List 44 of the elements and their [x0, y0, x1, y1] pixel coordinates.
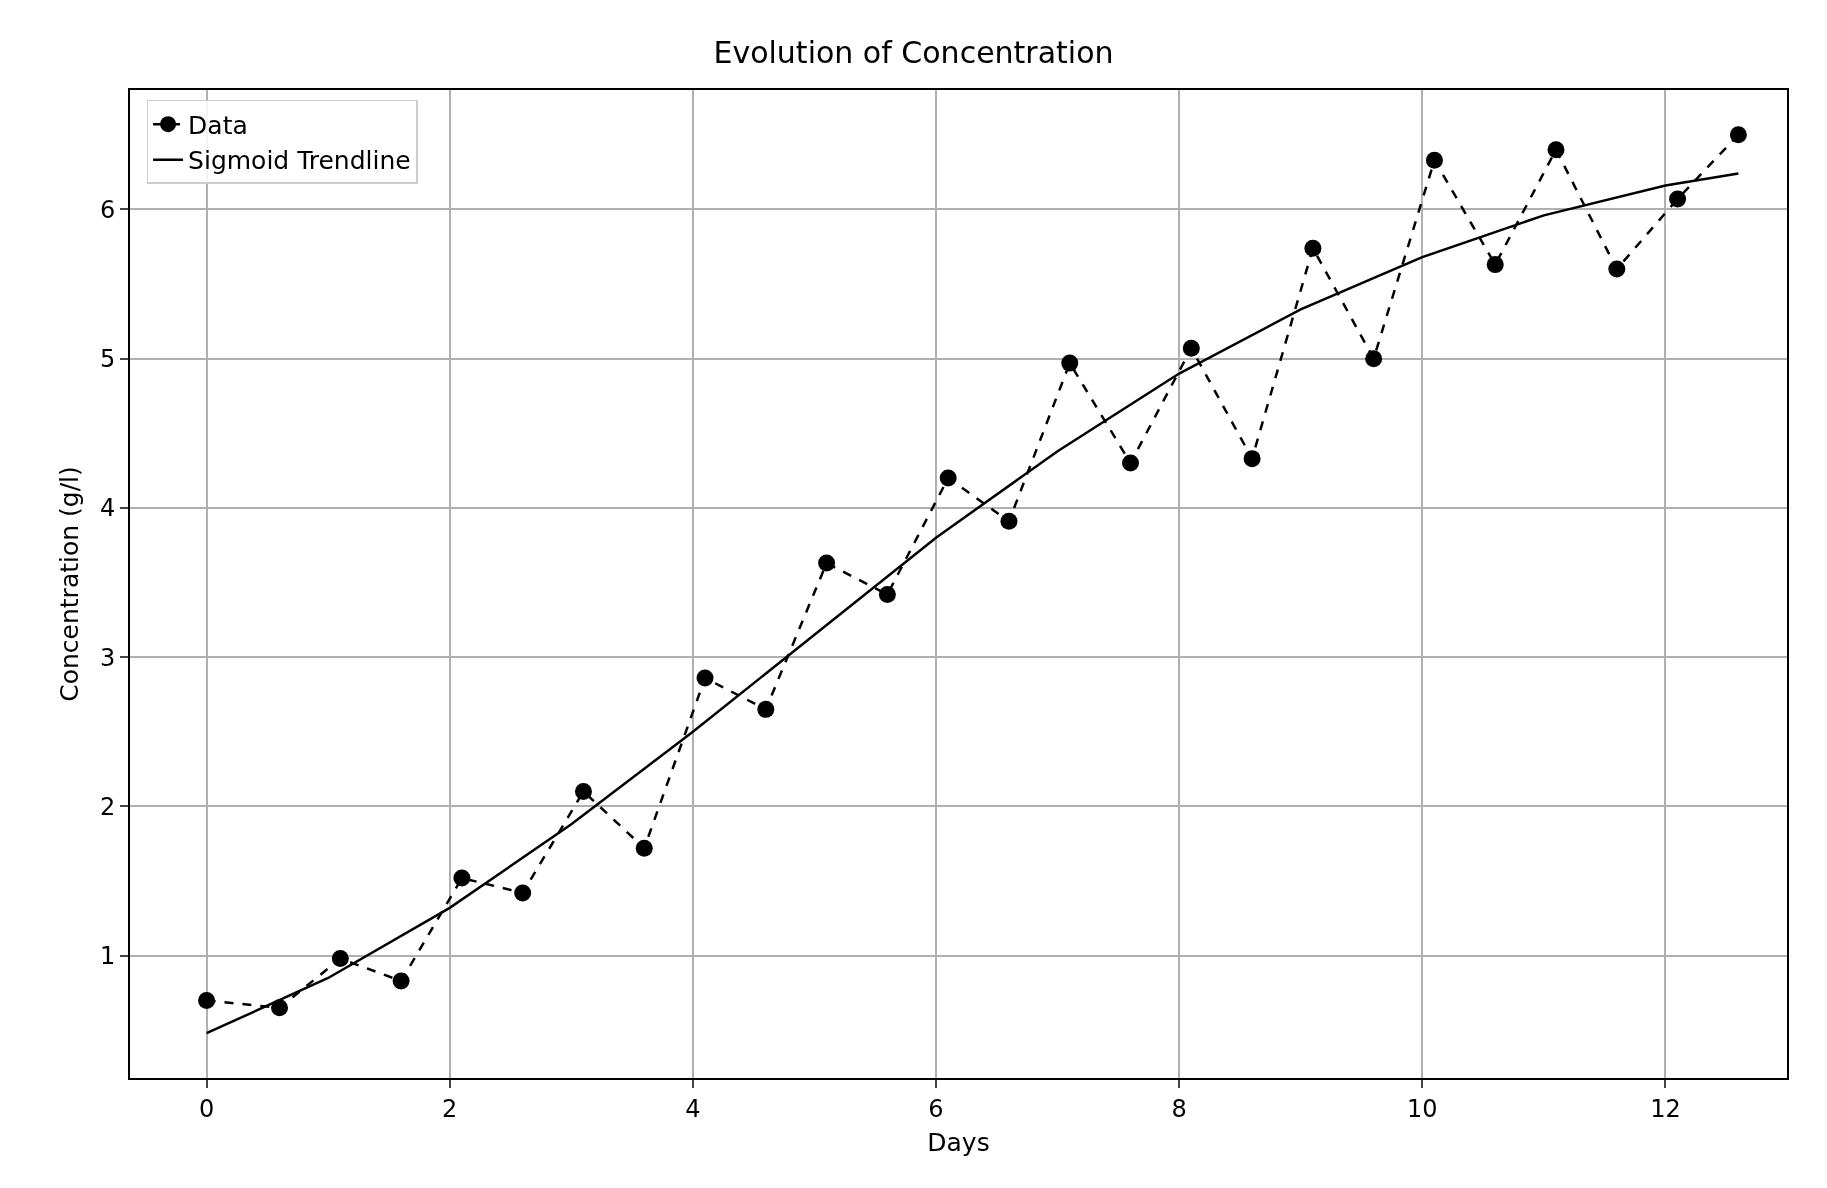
point	[514, 884, 532, 902]
point	[757, 700, 775, 718]
point	[1122, 454, 1140, 472]
point	[1486, 256, 1504, 274]
y-tick-label: 3	[99, 643, 116, 672]
point	[1365, 350, 1383, 368]
point	[198, 991, 216, 1009]
x-tick-label: 10	[1407, 1094, 1438, 1123]
point	[878, 585, 896, 603]
x-tick-label: 2	[442, 1094, 458, 1123]
point	[392, 972, 410, 990]
y-axis-title: Concentration (g/l)	[55, 466, 85, 702]
point	[1608, 260, 1626, 278]
y-tick-label: 1	[99, 942, 116, 971]
y-tick-label: 5	[99, 345, 116, 374]
y-tick-label: 2	[99, 792, 116, 821]
chart-title: Evolution of Concentration	[713, 34, 1114, 70]
point	[696, 669, 714, 687]
point	[1304, 239, 1322, 257]
point	[1547, 141, 1565, 159]
point	[1669, 190, 1687, 208]
point	[331, 950, 349, 968]
point	[1000, 512, 1018, 530]
point	[453, 869, 471, 887]
x-axis-title: Days	[927, 1128, 990, 1158]
point	[271, 999, 289, 1017]
y-tick-label: 4	[99, 494, 116, 523]
x-tick-label: 6	[928, 1094, 944, 1123]
x-tick-label: 0	[198, 1094, 215, 1123]
x-tick-label: 12	[1650, 1094, 1681, 1123]
point	[818, 554, 836, 572]
point	[1061, 354, 1079, 372]
point	[1182, 339, 1200, 357]
point	[574, 782, 592, 800]
x-tick-label: 8	[1171, 1094, 1187, 1123]
point	[1729, 126, 1747, 144]
point	[939, 469, 957, 487]
point	[1425, 151, 1443, 169]
y-tick-label: 6	[99, 195, 116, 224]
x-tick-label: 4	[685, 1094, 701, 1123]
legend-label: Sigmoid Trendline	[188, 146, 411, 176]
legend-label: Data	[188, 110, 248, 140]
point	[1243, 450, 1261, 468]
point	[635, 839, 653, 857]
